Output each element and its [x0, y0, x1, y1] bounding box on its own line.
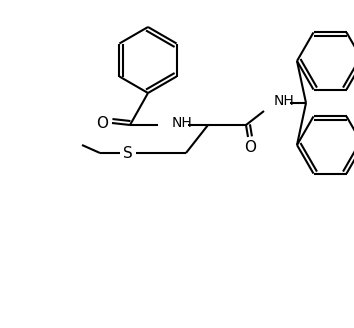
Text: O: O — [244, 139, 256, 154]
Text: O: O — [96, 115, 108, 131]
Text: NH: NH — [172, 116, 193, 130]
Text: S: S — [123, 146, 133, 160]
Text: NH: NH — [274, 94, 295, 108]
